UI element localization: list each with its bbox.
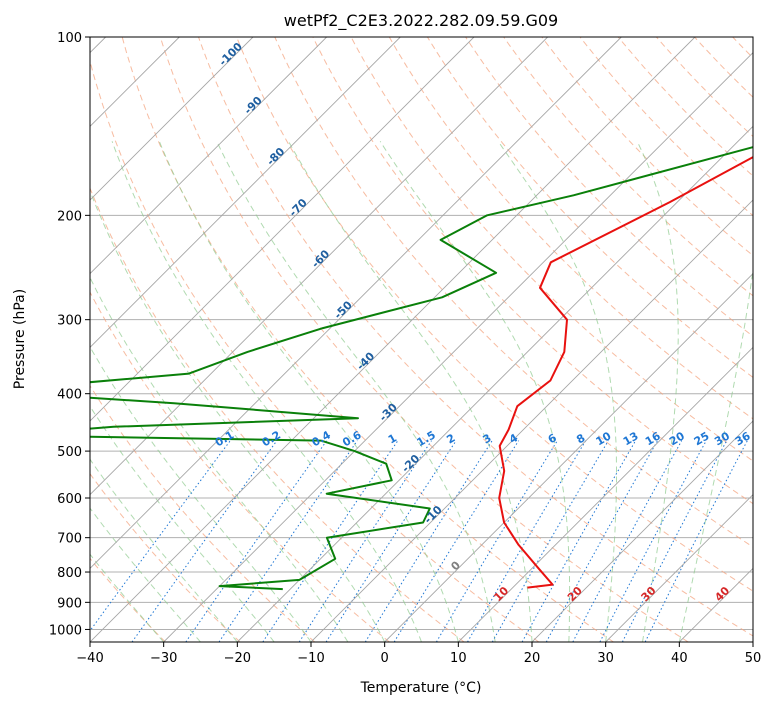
x-tick-label: −20 (224, 651, 251, 666)
mixing-ratio-line (393, 440, 520, 642)
isotherm-line (458, 346, 753, 642)
moist-adiabat-line (497, 141, 617, 642)
moist-adiabat-line (636, 141, 679, 642)
mixing-ratio-line (521, 440, 637, 642)
y-tick-label: 900 (57, 596, 82, 611)
mixing-ratio-line (621, 440, 728, 642)
y-tick-label: 600 (57, 492, 82, 507)
isotherm-line (90, 37, 254, 201)
x-axis-title: Temperature (°C) (360, 680, 482, 696)
isotherm-line (90, 37, 622, 569)
mixing-ratio-line (467, 440, 587, 642)
moist-adiabat-line (90, 507, 201, 642)
y-tick-label: 800 (57, 566, 82, 581)
moist-adiabat-line (90, 345, 312, 642)
dry-adiabat-line (121, 37, 614, 642)
isotherms (90, 37, 753, 642)
x-tick-label: 0 (381, 651, 389, 666)
mixing-ratio-line (435, 440, 558, 642)
dry-adiabat-line (312, 37, 753, 505)
dry-adiabat-line (159, 37, 689, 642)
y-tick-label: 1000 (49, 623, 82, 638)
dry-adiabat-line (90, 59, 540, 642)
x-tick-label: 10 (450, 651, 467, 666)
dry-adiabats (90, 37, 775, 642)
moist-adiabat-line (90, 405, 275, 642)
chart-title: wetPf2_C2E3.2022.282.09.59.G09 (284, 11, 558, 31)
isotherm-line (163, 52, 753, 642)
x-tick-label: 20 (524, 651, 541, 666)
isotherm-line (531, 420, 753, 642)
isotherm-line (384, 273, 753, 642)
axis-ticks: −40 −30 −20 −10 0 10 20 30 40 50 100 200 300 400 500 60… (49, 31, 761, 666)
isotherm-line (237, 125, 753, 642)
mixing-ratio-line (644, 440, 748, 642)
dry-adiabat-line (198, 37, 753, 637)
moist-adiabat-line (379, 141, 571, 642)
moist-adiabat-line (111, 141, 422, 642)
x-tick-label: −10 (297, 651, 324, 666)
isotherm-line (310, 199, 753, 642)
mixing-ratio-line (185, 440, 328, 642)
isotherm-line (752, 641, 753, 642)
y-tick-label: 500 (57, 445, 82, 460)
mixing-ratio-line (491, 440, 609, 642)
y-tick-label: 200 (57, 209, 82, 224)
dry-adiabat-line (90, 384, 316, 642)
moist-adiabat-line (288, 141, 533, 642)
isotherm-line (90, 37, 696, 642)
mixing-ratio-lines (90, 440, 748, 642)
dry-adiabat-line (771, 37, 775, 642)
y-tick-label: 100 (57, 31, 82, 46)
mixing-ratio-line (262, 440, 399, 642)
temperature-line (498, 155, 753, 589)
x-tick-label: 30 (597, 651, 614, 666)
y-tick-label: 300 (57, 314, 82, 329)
dry-adiabat-line (274, 37, 753, 548)
isotherm-line (90, 37, 327, 275)
moist-adiabat-line (90, 189, 386, 642)
y-tick-label: 400 (57, 388, 82, 403)
isotherm-line (605, 494, 753, 642)
y-axis-title: Pressure (hPa) (12, 289, 28, 389)
x-tick-label: 50 (745, 651, 762, 666)
isotherm-line (90, 37, 548, 496)
y-tick-label: 700 (57, 532, 82, 547)
x-tick-label: −40 (76, 651, 103, 666)
x-tick-label: 40 (671, 651, 688, 666)
plot-background (90, 37, 753, 642)
moist-adiabat-line (678, 265, 753, 642)
dry-adiabat-line (236, 37, 753, 592)
dry-adiabat-line (617, 37, 753, 177)
mixing-ratio-line (90, 440, 231, 632)
mixing-ratio-line (298, 440, 432, 642)
moist-adiabat-line (158, 141, 459, 642)
dewpoint-line (90, 146, 753, 591)
dry-adiabat-line (90, 186, 465, 642)
x-tick-label: −30 (150, 651, 177, 666)
mixing-ratio-line (131, 440, 278, 642)
moist-adiabat-line (216, 141, 496, 642)
dry-adiabat-line (388, 37, 753, 420)
dry-adiabat-line (90, 291, 390, 642)
dry-adiabat-line (503, 37, 753, 297)
isotherm-line (90, 37, 475, 422)
dry-adiabat-line (426, 37, 753, 378)
moist-adiabat-line (90, 276, 349, 642)
mixing-ratio-line (218, 440, 358, 642)
sounding-series (90, 146, 753, 591)
mixing-ratio-line (599, 440, 707, 642)
plot-frame (89, 36, 754, 643)
isotherm-line (90, 37, 401, 348)
